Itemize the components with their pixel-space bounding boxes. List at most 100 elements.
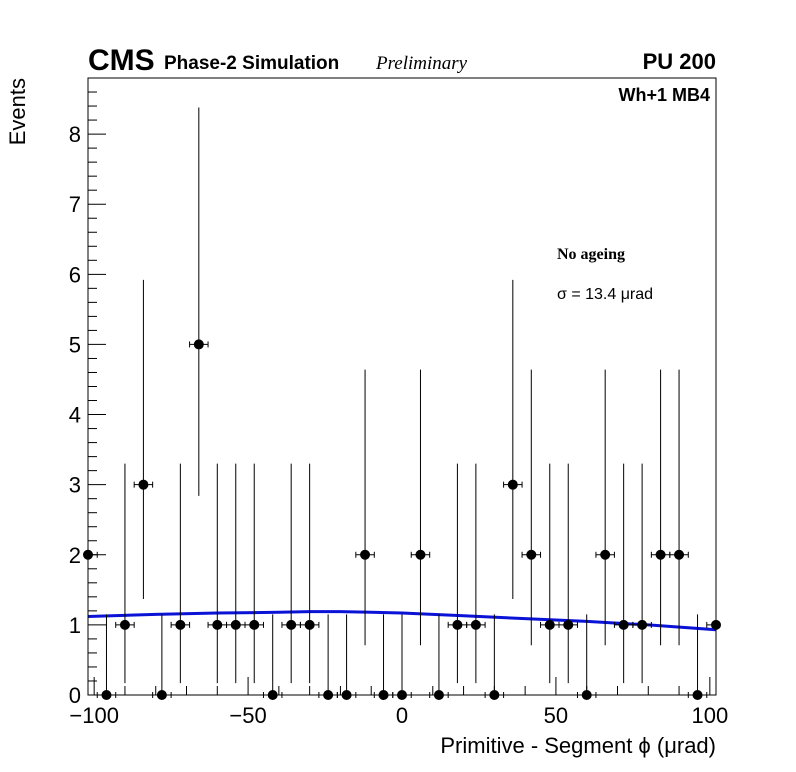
- data-point: [207, 463, 228, 684]
- data-point: [392, 614, 412, 700]
- data-marker: [119, 619, 130, 630]
- data-marker: [470, 619, 481, 630]
- preliminary-label: Preliminary: [375, 53, 468, 74]
- data-marker: [397, 690, 407, 700]
- data-point: [96, 614, 117, 700]
- data-marker: [452, 619, 463, 630]
- pileup-label: PU 200: [643, 49, 716, 74]
- data-point: [115, 463, 135, 684]
- data-marker: [378, 690, 389, 700]
- x-tick-label: 100: [691, 703, 728, 728]
- y-tick-label: 7: [69, 192, 81, 217]
- data-marker: [563, 619, 574, 630]
- fit-curve-group: [87, 610, 717, 632]
- data-point: [355, 369, 375, 646]
- simulation-label: Phase-2 Simulation: [164, 53, 339, 74]
- data-point: [133, 279, 154, 599]
- data-point: [650, 369, 671, 646]
- x-axis-title: Primitive - Segment ϕ (μrad): [440, 733, 716, 758]
- data-points-group: [83, 107, 721, 700]
- data-point: [262, 614, 283, 700]
- data-point: [447, 463, 468, 684]
- data-marker: [489, 690, 500, 700]
- channel-label: Wh+1 MB4: [618, 85, 710, 105]
- data-point: [558, 463, 578, 684]
- data-marker: [156, 690, 167, 700]
- data-marker: [175, 619, 186, 630]
- x-tick-label: 50: [544, 703, 568, 728]
- y-tick-labels: 0 1 2 3 4 5 6 7 8: [69, 122, 81, 708]
- cms-label: CMS: [88, 44, 155, 77]
- data-marker: [249, 619, 260, 630]
- data-point: [189, 107, 209, 496]
- data-marker: [341, 690, 352, 700]
- data-marker: [101, 690, 112, 700]
- plot-frame: [87, 77, 717, 696]
- data-point: [299, 463, 320, 684]
- data-point: [706, 463, 721, 684]
- data-point: [318, 614, 338, 700]
- data-marker: [138, 479, 149, 490]
- x-tick-label: −50: [229, 703, 266, 728]
- data-marker: [618, 619, 629, 630]
- y-tick-label: 0: [69, 683, 81, 708]
- condition-label: No ageing: [557, 246, 625, 263]
- y-tick-label: 3: [69, 473, 81, 498]
- data-marker: [304, 619, 315, 630]
- data-point: [540, 463, 560, 684]
- data-marker: [655, 549, 666, 560]
- data-point: [595, 369, 615, 646]
- data-marker: [526, 549, 537, 560]
- data-marker: [193, 339, 204, 350]
- data-point: [83, 369, 98, 646]
- y-tick-label: 5: [69, 332, 81, 357]
- y-tick-label: 8: [69, 122, 81, 147]
- data-point: [669, 369, 689, 646]
- data-point: [373, 614, 394, 700]
- data-point: [244, 463, 264, 684]
- data-marker: [692, 690, 703, 700]
- data-point: [152, 614, 172, 700]
- data-marker: [581, 690, 592, 700]
- data-point: [170, 463, 191, 684]
- data-point: [576, 614, 597, 700]
- data-marker: [360, 549, 371, 560]
- data-marker: [507, 479, 518, 490]
- data-point: [281, 463, 301, 684]
- data-marker: [230, 619, 241, 630]
- data-point: [226, 463, 246, 684]
- sigma-label: σ = 13.4 μrad: [557, 286, 653, 303]
- data-point: [687, 614, 708, 700]
- data-marker: [674, 549, 685, 560]
- data-marker: [323, 690, 334, 700]
- data-point: [503, 279, 523, 599]
- data-point: [613, 463, 634, 684]
- data-marker: [711, 619, 721, 630]
- data-point: [484, 614, 505, 700]
- data-marker: [637, 619, 648, 630]
- data-point: [429, 614, 449, 700]
- data-marker: [267, 690, 278, 700]
- data-point: [632, 463, 652, 684]
- x-tick-labels: −100 −50 0 50 100: [69, 703, 728, 728]
- y-axis-title: Events: [5, 78, 30, 145]
- data-point: [410, 369, 431, 646]
- data-marker: [433, 690, 444, 700]
- data-marker: [415, 549, 426, 560]
- x-tick-label: 0: [396, 703, 408, 728]
- y-tick-label: 2: [69, 543, 81, 568]
- data-point: [336, 614, 357, 700]
- y-tick-label: 1: [69, 613, 81, 638]
- data-point: [521, 369, 542, 646]
- data-marker: [83, 549, 93, 560]
- data-point: [466, 463, 486, 684]
- data-marker: [600, 549, 611, 560]
- data-marker: [544, 619, 555, 630]
- data-marker: [286, 619, 297, 630]
- fit-curve: [87, 610, 717, 632]
- y-tick-label: 6: [69, 262, 81, 287]
- data-marker: [212, 619, 223, 630]
- x-tick-label: −100: [69, 703, 119, 728]
- axis-ticks: [88, 77, 711, 696]
